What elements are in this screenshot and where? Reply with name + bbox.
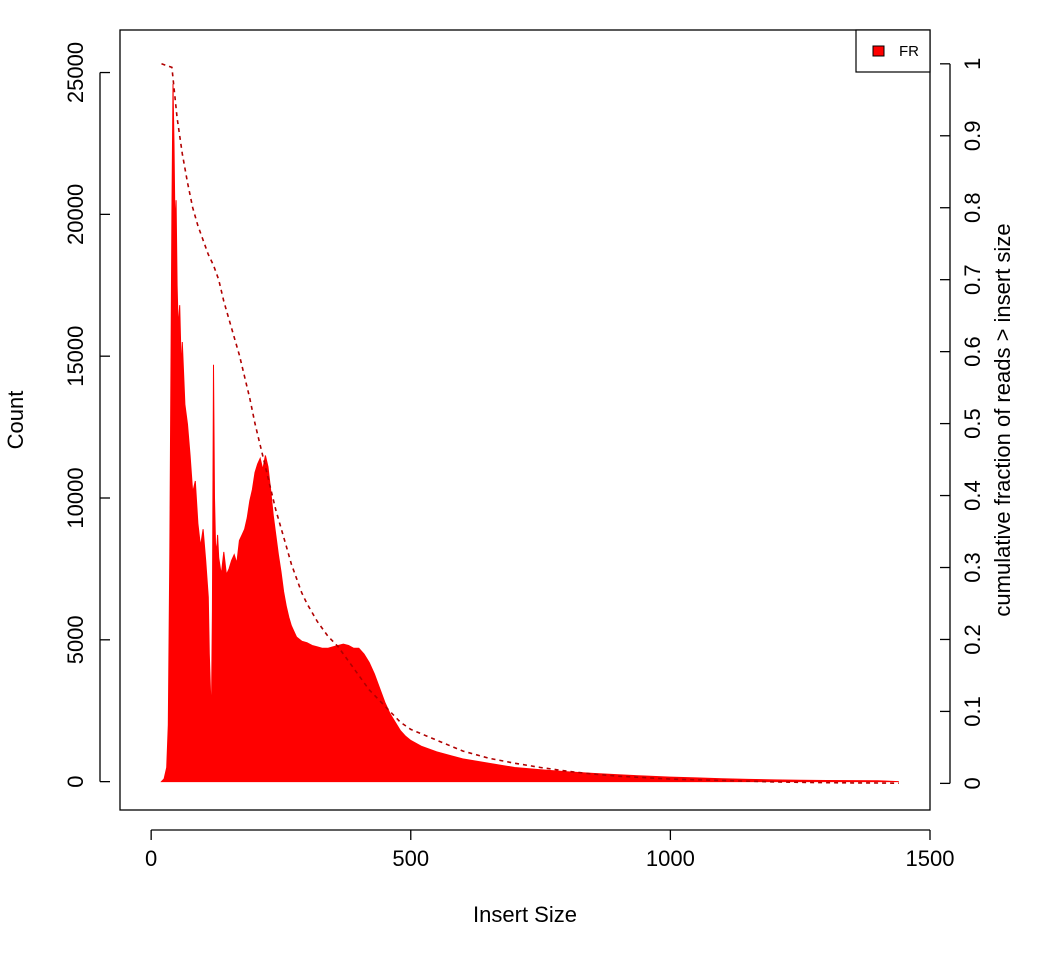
x-axis-label: Insert Size xyxy=(473,902,577,927)
x-tick-label-1000: 1000 xyxy=(646,846,695,871)
legend-box xyxy=(855,29,931,73)
plot-layer xyxy=(160,63,899,784)
y2-tick-label-0.2: 0.2 xyxy=(960,624,985,655)
x-tick-label-0: 0 xyxy=(145,846,157,871)
x-tick-label-1500: 1500 xyxy=(906,846,955,871)
legend: FR xyxy=(855,29,931,73)
legend-swatch-fr xyxy=(872,45,885,57)
plot-frame xyxy=(119,29,931,811)
y2-tick-label-0.9: 0.9 xyxy=(960,121,985,152)
y-tick-label-0: 0 xyxy=(63,775,88,787)
y2-tick-label-0.4: 0.4 xyxy=(960,480,985,511)
y2-tick-label-0.3: 0.3 xyxy=(960,552,985,583)
y2-axis-label: cumulative fraction of reads > insert si… xyxy=(990,223,1015,616)
y-tick-label-20000: 20000 xyxy=(63,184,88,245)
y-tick-label-15000: 15000 xyxy=(63,326,88,387)
y-tick-label-10000: 10000 xyxy=(63,467,88,528)
y2-tick-label-0.5: 0.5 xyxy=(960,408,985,439)
axis-layer: 0 500 1000 1500050001000015000200002500000.… xyxy=(63,42,985,871)
y2-tick-label-0.7: 0.7 xyxy=(960,264,985,295)
y-tick-label-5000: 5000 xyxy=(63,615,88,664)
legend-label-fr: FR xyxy=(899,43,919,60)
series-fr-histogram xyxy=(160,83,899,783)
y2-tick-label-0: 0 xyxy=(960,777,985,789)
y2-tick-label-0.8: 0.8 xyxy=(960,192,985,223)
y-axis-label: Count xyxy=(3,391,28,450)
y2-tick-label-0.1: 0.1 xyxy=(960,696,985,727)
y-tick-label-25000: 25000 xyxy=(63,42,88,103)
series-cumulative-line xyxy=(161,63,899,784)
y2-tick-label-1: 1 xyxy=(960,58,985,70)
x-tick-label-500: 500 xyxy=(392,846,429,871)
y2-tick-label-0.6: 0.6 xyxy=(960,336,985,367)
